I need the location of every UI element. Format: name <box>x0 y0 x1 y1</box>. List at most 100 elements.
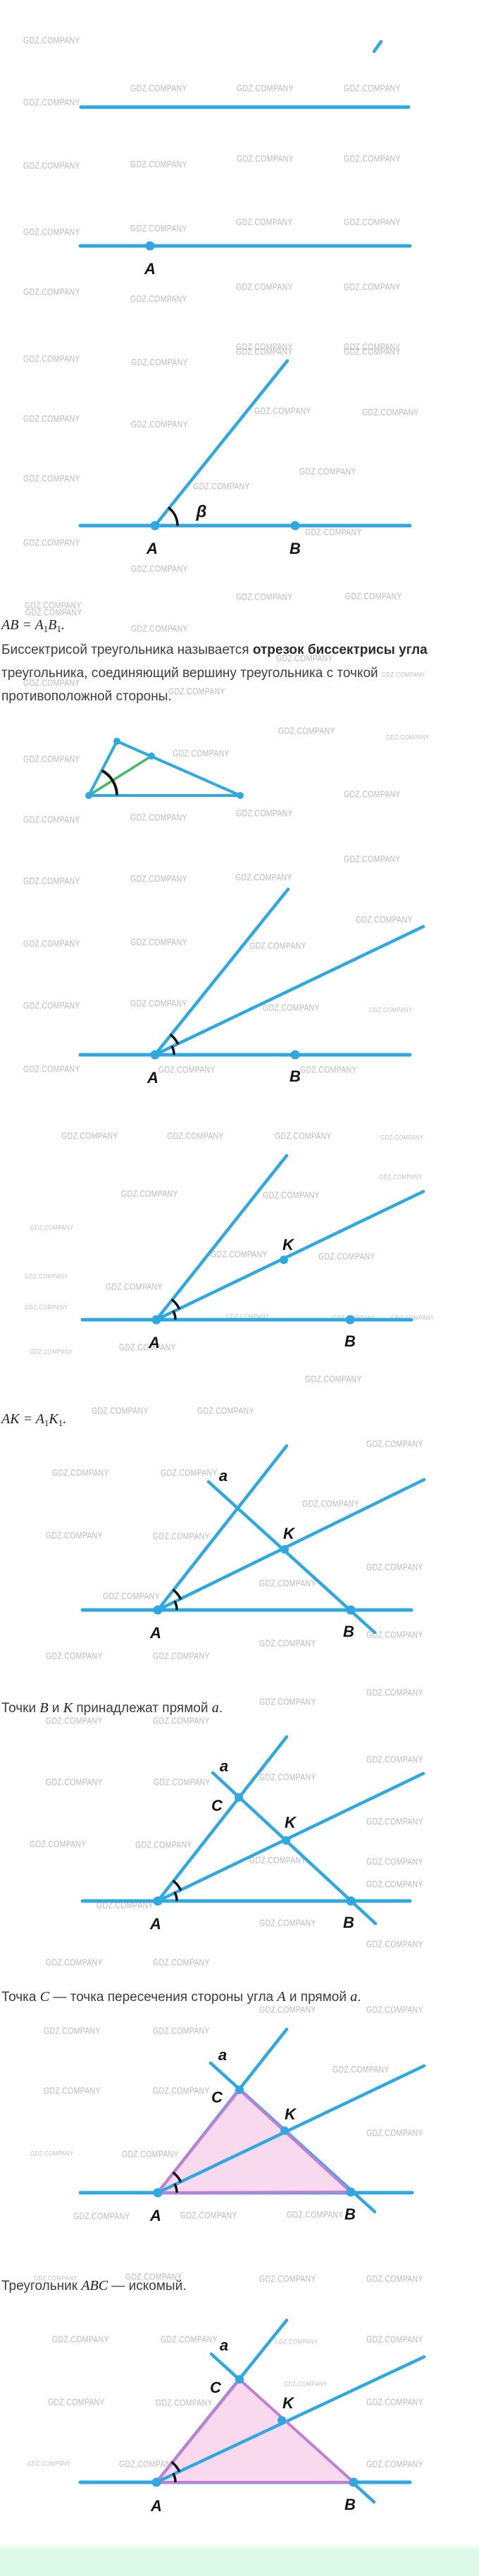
point-label-C: C <box>211 1797 223 1814</box>
point-label-A: A <box>149 1624 161 1642</box>
text-segment: отрезок биссектрисы угла <box>252 643 428 657</box>
text-segment: a <box>211 1700 219 1716</box>
text-segment: Биссектрисой треугольника называется <box>1 643 253 657</box>
text-segment: . <box>61 617 66 633</box>
point-dot-B <box>290 1050 300 1060</box>
angle-arc <box>172 2172 182 2183</box>
point-dot-C <box>235 2086 244 2094</box>
angle-side-ray <box>153 887 290 1057</box>
point-label-A: A <box>149 1915 161 1933</box>
text-segment: = <box>18 617 35 633</box>
equation-ak: AK = A1K1. <box>1 1408 438 1435</box>
point-label-K: K <box>283 1525 296 1542</box>
text-segment: A <box>277 1989 286 2005</box>
text-segment: . <box>63 1411 67 1427</box>
point-label-B: B <box>343 1914 354 1931</box>
point-dot-C <box>235 1793 243 1802</box>
point-label-a: a <box>218 2046 227 2064</box>
angle-arc <box>170 1299 180 1310</box>
point-dot-K <box>280 1256 288 1264</box>
angle-side-ray <box>153 359 290 528</box>
text-segment: K <box>49 1411 58 1427</box>
bisector-ray <box>156 1771 425 1903</box>
point-label-a: a <box>220 1757 228 1775</box>
text-segment: K <box>63 1700 73 1716</box>
point-label-B: B <box>344 1332 356 1350</box>
footer-band <box>0 2544 479 2576</box>
text-segment: ABC <box>81 2278 108 2293</box>
point-dot-B <box>346 2187 356 2197</box>
point-dot-K <box>278 2416 286 2425</box>
text-segment: 1 <box>56 624 62 634</box>
triangle-fill <box>156 2379 354 2482</box>
point-label-A: A <box>148 1334 160 1351</box>
note-point-c: Точка C — точка пересечения стороны угла… <box>1 1986 438 2009</box>
point-dot-C <box>235 2375 244 2384</box>
text-segment: B <box>39 1700 49 1716</box>
step-6-line-a: A B Ka <box>80 1444 426 1642</box>
angle-side-ray <box>154 1153 289 1322</box>
point-label-A: A <box>144 260 156 278</box>
bisector-ray <box>154 1189 425 1322</box>
point-dot-vertex <box>237 792 244 799</box>
triangle-left-side <box>87 740 118 797</box>
point-dot-A <box>150 521 160 531</box>
angle-arc <box>172 1880 182 1891</box>
angle-arc <box>101 769 118 795</box>
step-2-point-a: A <box>78 241 412 278</box>
point-label-B: B <box>344 2496 356 2513</box>
angle-arc <box>173 2183 178 2193</box>
point-label-C: C <box>211 2088 223 2106</box>
point-dot-B <box>349 2477 359 2487</box>
point-label-K: K <box>285 2105 297 2123</box>
angle-arc <box>168 507 179 526</box>
point-label-C: C <box>210 2379 222 2396</box>
triangle-side-ac <box>156 2088 241 2194</box>
point-dot-A <box>150 1050 160 1060</box>
triangle-fill <box>158 2090 351 2193</box>
reference-triangle-with-bisector <box>85 738 244 799</box>
point-dot-K <box>280 1545 289 1554</box>
point-label-A: A <box>149 2207 161 2224</box>
point-label-A: A <box>150 2497 162 2515</box>
angle-arc <box>173 1600 178 1611</box>
point-label-B: B <box>290 1067 301 1085</box>
text-segment: — искомый. <box>108 2279 187 2293</box>
bisector-ray <box>156 2064 426 2195</box>
bisector-ray <box>156 1478 426 1612</box>
text-segment: C <box>39 1989 50 2005</box>
point-label-B: B <box>290 540 301 557</box>
bisector-segment <box>87 755 153 797</box>
point-label-B: B <box>344 2205 356 2223</box>
triangle-side-ac <box>155 2378 241 2484</box>
step-9-final-triangle: A B K Ca <box>78 2318 426 2515</box>
triangle-side-cb <box>238 2378 355 2484</box>
text-segment: A <box>35 1411 44 1427</box>
text-segment: Треугольник <box>1 2279 82 2293</box>
point-dot-A <box>151 2477 161 2487</box>
text-segment: принадлежат прямой <box>73 1701 212 1716</box>
point-label-A: A <box>146 540 158 557</box>
angle-arc <box>172 1310 177 1320</box>
text-segment: . <box>218 1701 223 1716</box>
point-dot-K <box>282 1836 290 1845</box>
text-segment: AK <box>1 1411 20 1427</box>
point-label-K: K <box>285 1814 297 1831</box>
text-segment: = <box>19 1411 36 1427</box>
bisector-ray <box>153 924 425 1057</box>
angle-arc <box>173 1891 178 1902</box>
triangle-side-ab <box>156 2191 352 2194</box>
point-label-A: A <box>147 1069 158 1086</box>
text-segment: a <box>350 1989 358 2005</box>
step-7-point-c: A B K Ca <box>80 1735 425 1933</box>
triangle-right-side <box>116 740 242 797</box>
point-dot-A <box>153 2188 163 2198</box>
text-segment: Точка <box>1 1990 40 2005</box>
text-segment: 1 <box>58 1418 63 1428</box>
angle-side-ray <box>156 1444 289 1612</box>
text-segment: 1 <box>43 624 49 634</box>
text-segment: и <box>48 1701 63 1716</box>
point-dot-B <box>346 1605 356 1615</box>
point-dot-A <box>153 1896 163 1906</box>
